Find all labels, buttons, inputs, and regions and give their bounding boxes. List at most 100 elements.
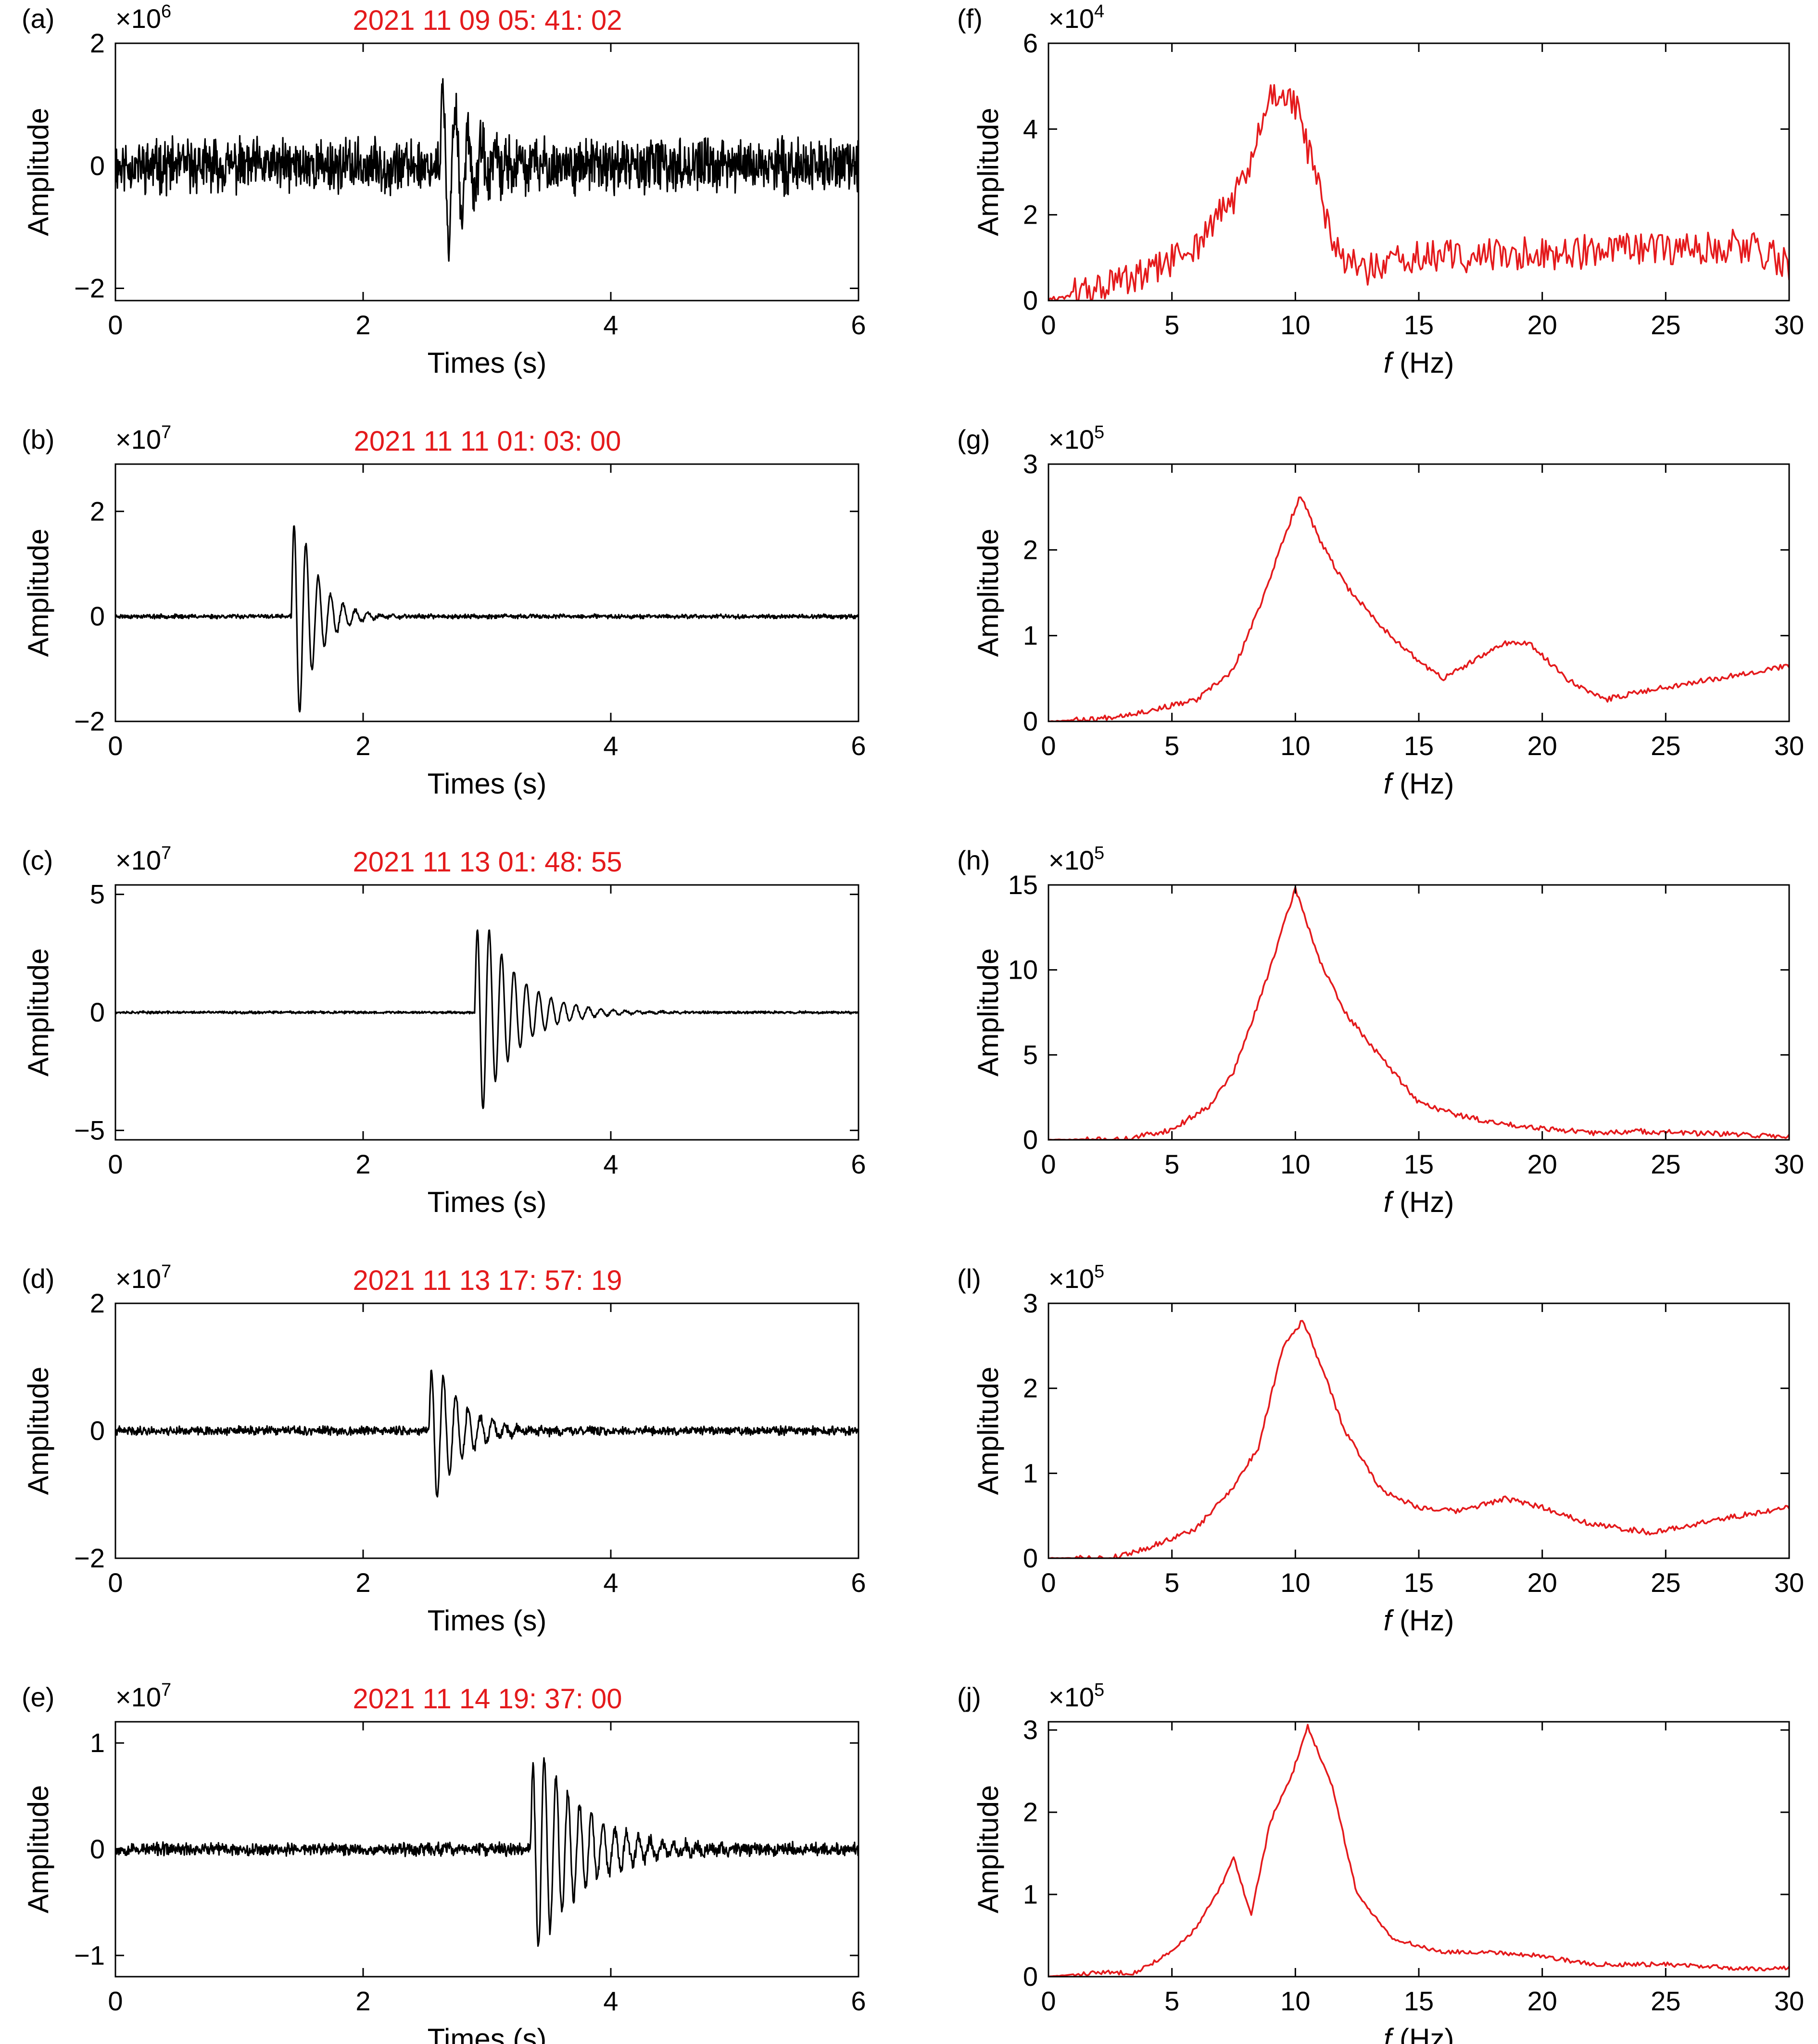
x-tick-label: 25 (1651, 731, 1680, 761)
y-tick-label: 2 (1023, 534, 1038, 565)
x-tick-label: 30 (1774, 310, 1804, 340)
axes-frame (1048, 1721, 1790, 1978)
x-tick-label: 20 (1528, 310, 1557, 340)
x-tick-label: 0 (1041, 1986, 1056, 2016)
axis-multiplier: ×107 (115, 1262, 171, 1294)
x-tick-label: 20 (1528, 1149, 1557, 1179)
series-line (115, 1757, 858, 1947)
x-tick-label: 15 (1404, 1149, 1434, 1179)
chart-title: 2021 11 13 17: 57: 19 (353, 1265, 622, 1296)
y-axis-label: Amplitude (22, 1367, 54, 1495)
x-label-var: f (1384, 347, 1394, 379)
y-tick-label: 2 (90, 28, 105, 58)
panel-label: (h) (957, 845, 990, 875)
x-tick-label: 6 (851, 1567, 866, 1598)
x-tick-label: 30 (1774, 1567, 1804, 1598)
y-tick-label: 5 (90, 879, 105, 909)
y-axis-label: Amplitude (22, 1785, 54, 1914)
axis-multiplier: ×107 (115, 1680, 171, 1712)
panel-label: (e) (22, 1682, 54, 1712)
axis-multiplier: ×106 (115, 1, 171, 34)
multiplier-exponent: 5 (1094, 1680, 1104, 1700)
axis-multiplier: ×107 (115, 422, 171, 454)
axes-frame (1048, 1302, 1790, 1559)
y-axis-label: Amplitude (22, 529, 54, 657)
x-label-var: f (1384, 1186, 1394, 1218)
x-tick-label: 5 (1164, 1567, 1179, 1598)
x-axis-label: Times (s) (428, 2023, 547, 2044)
series-line (1048, 84, 1789, 301)
x-tick-label: 0 (1041, 1567, 1056, 1598)
y-tick-label: 0 (90, 601, 105, 631)
x-tick-label: 0 (1041, 1149, 1056, 1179)
panel-label: (d) (22, 1263, 54, 1294)
series-line (115, 525, 858, 713)
y-tick-label: 2 (90, 1288, 105, 1318)
x-label-var: f (1384, 1604, 1394, 1637)
y-tick-label: −2 (74, 273, 105, 303)
y-tick-label: 0 (90, 997, 105, 1027)
y-axis-label: Amplitude (972, 529, 1004, 657)
x-tick-label: 5 (1164, 731, 1179, 761)
x-tick-label: 15 (1404, 731, 1434, 761)
x-tick-label: 2 (355, 1149, 370, 1179)
y-tick-label: 5 (1023, 1039, 1038, 1070)
panel-label: (l) (957, 1263, 981, 1294)
x-label-unit: (Hz) (1391, 347, 1454, 379)
panel-label: (c) (22, 845, 53, 875)
y-tick-label: 2 (90, 496, 105, 526)
multiplier-base: ×10 (1048, 3, 1094, 34)
x-tick-label: 20 (1528, 731, 1557, 761)
x-tick-label: 0 (1041, 310, 1056, 340)
y-axis-label: Amplitude (972, 948, 1004, 1077)
x-tick-label: 30 (1774, 1149, 1804, 1179)
x-axis-label: f (Hz) (1384, 347, 1454, 379)
multiplier-base: ×10 (115, 1682, 161, 1712)
multiplier-exponent: 6 (161, 1, 171, 22)
axes-frame (114, 463, 859, 722)
x-tick-label: 25 (1651, 1567, 1680, 1598)
x-tick-label: 2 (355, 731, 370, 761)
axis-multiplier: ×104 (1048, 1, 1104, 34)
x-tick-label: 2 (355, 310, 370, 340)
y-tick-label: 1 (1023, 620, 1038, 651)
multiplier-exponent: 7 (161, 422, 171, 442)
x-axis-label: f (Hz) (1384, 2023, 1454, 2044)
axis-multiplier: ×105 (1048, 422, 1104, 454)
panel-label: (f) (957, 3, 983, 34)
multiplier-base: ×10 (115, 3, 161, 34)
series-line (1048, 886, 1789, 1140)
x-tick-label: 2 (355, 1567, 370, 1598)
x-tick-label: 6 (851, 731, 866, 761)
multiplier-base: ×10 (115, 845, 161, 875)
y-tick-label: 0 (1023, 285, 1038, 315)
series-line (1048, 1320, 1789, 1558)
x-tick-label: 0 (108, 1567, 123, 1598)
x-tick-label: 5 (1164, 310, 1179, 340)
x-tick-label: 30 (1774, 1986, 1804, 2016)
y-tick-label: 3 (1023, 1288, 1038, 1318)
x-label-unit: (Hz) (1391, 768, 1454, 800)
x-tick-label: 4 (603, 1567, 618, 1598)
multiplier-exponent: 7 (161, 1680, 171, 1700)
multiplier-exponent: 4 (1094, 1, 1104, 22)
x-tick-label: 30 (1774, 731, 1804, 761)
y-tick-label: 2 (1023, 1373, 1038, 1403)
x-tick-label: 4 (603, 1986, 618, 2016)
x-tick-label: 10 (1280, 731, 1310, 761)
x-label-var: f (1384, 2023, 1394, 2044)
y-tick-label: 2 (1023, 1797, 1038, 1827)
y-tick-label: 2 (1023, 200, 1038, 230)
axis-multiplier: ×105 (1048, 1262, 1104, 1294)
series-line (1048, 496, 1789, 721)
x-tick-label: 25 (1651, 310, 1680, 340)
y-tick-label: 3 (1023, 1715, 1038, 1745)
y-tick-label: 0 (1023, 1961, 1038, 1992)
x-axis-label: Times (s) (428, 1186, 547, 1218)
